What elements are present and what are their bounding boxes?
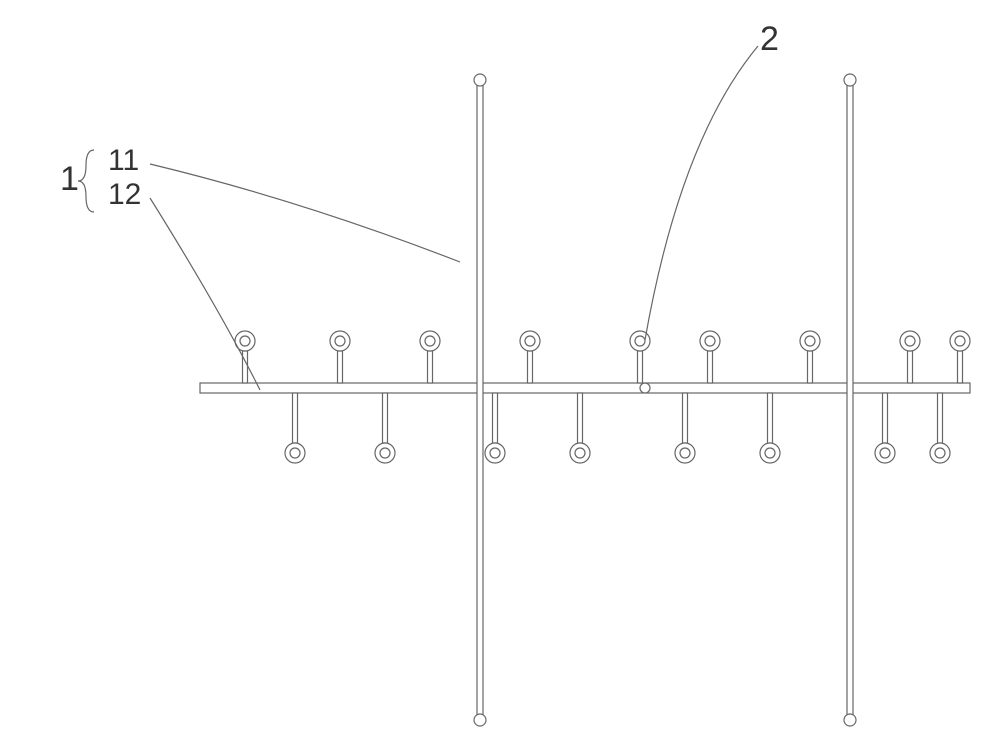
eyelet-bottom-5-ring-inner bbox=[680, 448, 690, 458]
eyelet-bottom-2-stem bbox=[383, 393, 388, 443]
eyelet-bottom-4-stem bbox=[578, 393, 583, 443]
eyelet-top-7-ring-inner bbox=[805, 336, 815, 346]
eyelet-top-9-stem bbox=[958, 351, 963, 383]
diagram-canvas: 2 1112 1 bbox=[0, 0, 1000, 755]
vertical-rod-1 bbox=[477, 80, 483, 720]
rod-end-bottom-1 bbox=[474, 714, 486, 726]
eyelet-bottom-8-ring-inner bbox=[935, 448, 945, 458]
eyelet-top-7-stem bbox=[808, 351, 813, 383]
eyelet-top-6-stem bbox=[708, 351, 713, 383]
eyelet-top-3-stem bbox=[428, 351, 433, 383]
eyelet-top-8-ring-inner bbox=[905, 336, 915, 346]
label-2: 2 bbox=[760, 20, 779, 58]
label-1: 1 bbox=[60, 160, 79, 198]
eyelet-bottom-7-ring-inner bbox=[880, 448, 890, 458]
eyelet-bottom-1-stem bbox=[293, 393, 298, 443]
eyelet-bottom-5-stem bbox=[683, 393, 688, 443]
eyelet-bottom-6-ring-inner bbox=[765, 448, 775, 458]
label-12: 12 bbox=[108, 178, 141, 211]
eyelet-top-3-ring-inner bbox=[425, 336, 435, 346]
vertical-rod-2 bbox=[847, 80, 853, 720]
eyelet-top-6-ring-inner bbox=[705, 336, 715, 346]
eyelet-top-2-ring-inner bbox=[335, 336, 345, 346]
eyelet-top-8-stem bbox=[908, 351, 913, 383]
rod-end-top-2 bbox=[844, 74, 856, 86]
rod-end-bottom-2 bbox=[844, 714, 856, 726]
leader-2 bbox=[645, 46, 758, 340]
rod-end-top-1 bbox=[474, 74, 486, 86]
leader-11 bbox=[150, 164, 460, 262]
brace-1 bbox=[78, 150, 94, 212]
pivot-hole bbox=[640, 383, 650, 393]
eyelet-bottom-7-stem bbox=[883, 393, 888, 443]
eyelet-top-2-stem bbox=[338, 351, 343, 383]
eyelet-top-5-stem bbox=[638, 351, 643, 383]
eyelet-bottom-1-ring-inner bbox=[290, 448, 300, 458]
eyelet-top-1-ring-inner bbox=[240, 336, 250, 346]
crossbar bbox=[200, 383, 970, 393]
eyelet-top-5-ring-inner bbox=[635, 336, 645, 346]
eyelet-top-4-stem bbox=[528, 351, 533, 383]
eyelet-bottom-3-ring-inner bbox=[490, 448, 500, 458]
eyelet-top-4-ring-inner bbox=[525, 336, 535, 346]
eyelet-top-1-stem bbox=[243, 351, 248, 383]
label-11: 11 bbox=[108, 144, 139, 177]
eyelet-bottom-8-stem bbox=[938, 393, 943, 443]
eyelet-bottom-6-stem bbox=[768, 393, 773, 443]
eyelet-bottom-3-stem bbox=[493, 393, 498, 443]
eyelet-top-9-ring-inner bbox=[955, 336, 965, 346]
eyelet-bottom-2-ring-inner bbox=[380, 448, 390, 458]
eyelet-bottom-4-ring-inner bbox=[575, 448, 585, 458]
